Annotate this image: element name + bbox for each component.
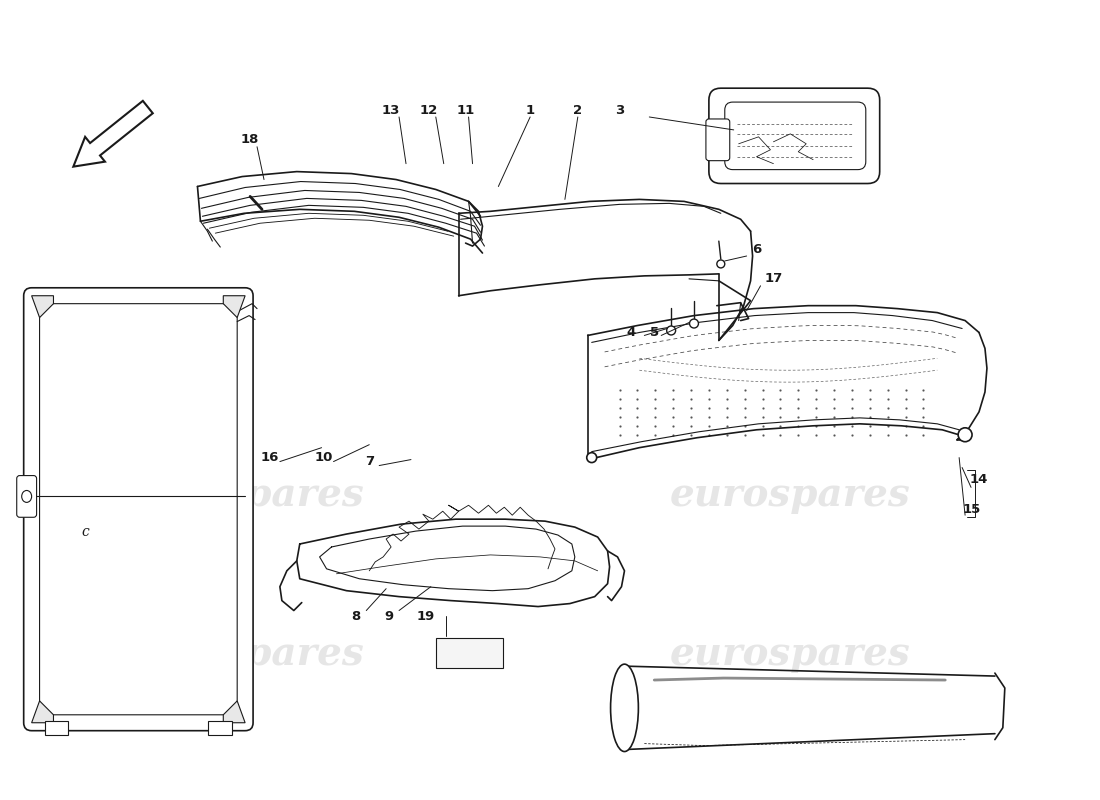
- Polygon shape: [32, 701, 54, 722]
- FancyArrow shape: [74, 101, 153, 166]
- Ellipse shape: [690, 319, 698, 328]
- Ellipse shape: [667, 326, 675, 335]
- Text: 11: 11: [456, 103, 475, 117]
- FancyBboxPatch shape: [708, 88, 880, 183]
- Text: 2: 2: [573, 103, 582, 117]
- Polygon shape: [40, 296, 238, 722]
- Ellipse shape: [22, 490, 32, 502]
- Text: eurospares: eurospares: [670, 635, 911, 674]
- Text: 16: 16: [261, 451, 279, 464]
- Text: 8: 8: [352, 610, 361, 623]
- Text: 6: 6: [752, 242, 761, 255]
- Text: 17: 17: [764, 272, 782, 286]
- Text: 7: 7: [365, 455, 374, 468]
- Bar: [208, 721, 232, 734]
- Ellipse shape: [958, 428, 972, 442]
- FancyBboxPatch shape: [40, 304, 238, 714]
- Text: eurospares: eurospares: [124, 635, 364, 674]
- Text: 18: 18: [241, 134, 260, 146]
- Text: eurospares: eurospares: [124, 476, 364, 514]
- Text: 3: 3: [615, 103, 624, 117]
- Bar: [436, 638, 504, 668]
- Text: 5: 5: [650, 326, 659, 339]
- Ellipse shape: [610, 664, 638, 751]
- Ellipse shape: [717, 260, 725, 268]
- Ellipse shape: [586, 453, 596, 462]
- Text: 14: 14: [970, 473, 988, 486]
- Bar: [44, 721, 68, 734]
- Text: 15: 15: [962, 502, 981, 516]
- Text: 10: 10: [315, 451, 333, 464]
- Polygon shape: [223, 296, 245, 318]
- Text: 12: 12: [420, 103, 438, 117]
- Text: 9: 9: [385, 610, 394, 623]
- Text: 1: 1: [526, 103, 535, 117]
- Polygon shape: [223, 701, 245, 722]
- FancyBboxPatch shape: [706, 119, 729, 161]
- FancyBboxPatch shape: [16, 475, 36, 518]
- Text: c: c: [81, 525, 89, 539]
- FancyBboxPatch shape: [24, 288, 253, 730]
- Text: 13: 13: [382, 103, 400, 117]
- Text: 19: 19: [417, 610, 434, 623]
- Text: eurospares: eurospares: [670, 476, 911, 514]
- Text: 4: 4: [627, 326, 636, 339]
- Polygon shape: [32, 296, 54, 318]
